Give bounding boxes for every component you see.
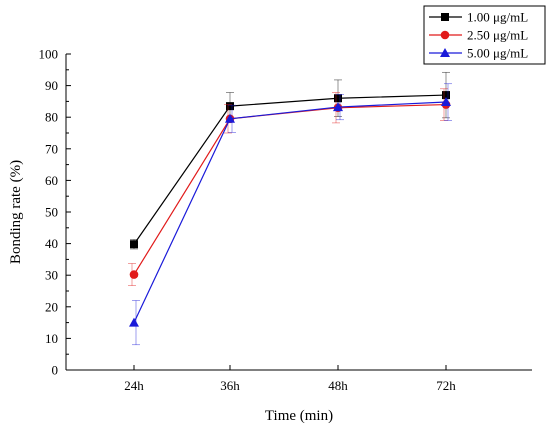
y-tick-label: 0 bbox=[52, 363, 59, 378]
data-point bbox=[129, 317, 139, 327]
data-point bbox=[226, 102, 234, 111]
y-tick-label: 10 bbox=[45, 331, 58, 346]
x-ticks: 24h 36h 48h 72h bbox=[124, 365, 456, 393]
data-point bbox=[333, 102, 343, 112]
legend-marker bbox=[440, 48, 450, 57]
y-tick-label: 100 bbox=[39, 47, 59, 62]
x-tick-label: 36h bbox=[220, 378, 240, 393]
y-tick-label: 40 bbox=[45, 236, 58, 251]
data-point bbox=[225, 113, 235, 123]
series-line bbox=[133, 103, 447, 275]
data-point bbox=[130, 240, 138, 249]
y-tick-label: 50 bbox=[45, 205, 58, 220]
y-tick-label: 60 bbox=[45, 173, 58, 188]
data-point bbox=[129, 270, 139, 279]
y-ticks: 0 10 20 30 40 50 60 70 80 90 100 bbox=[39, 47, 71, 378]
series-1 bbox=[130, 71, 450, 250]
y-tick-label: 70 bbox=[45, 141, 58, 156]
legend-marker bbox=[440, 30, 450, 40]
x-tick-label: 24h bbox=[124, 378, 144, 393]
series-2 bbox=[128, 88, 451, 286]
legend-label: 5.00 μg/mL bbox=[467, 46, 528, 61]
data-point bbox=[442, 91, 450, 100]
y-tick-label: 80 bbox=[45, 110, 58, 125]
y-tick-label: 30 bbox=[45, 268, 58, 283]
y-axis-title: Bonding rate (%) bbox=[8, 160, 24, 264]
series-line bbox=[133, 94, 447, 245]
legend-label: 1.00 μg/mL bbox=[467, 10, 528, 25]
x-axis-title: Time (min) bbox=[265, 408, 333, 424]
y-tick-label: 20 bbox=[45, 299, 58, 314]
x-tick-label: 48h bbox=[328, 378, 348, 393]
plot-area bbox=[128, 71, 452, 346]
data-point bbox=[334, 94, 342, 103]
data-point bbox=[441, 97, 451, 107]
legend-marker bbox=[441, 13, 449, 21]
legend-label: 2.50 μg/mL bbox=[467, 28, 528, 43]
legend: 1.00 μg/mL 2.50 μg/mL 5.00 μg/mL bbox=[423, 5, 546, 65]
x-tick-label: 72h bbox=[436, 378, 456, 393]
series-3 bbox=[129, 83, 452, 346]
series-line bbox=[133, 101, 447, 323]
y-tick-label: 90 bbox=[45, 78, 58, 93]
